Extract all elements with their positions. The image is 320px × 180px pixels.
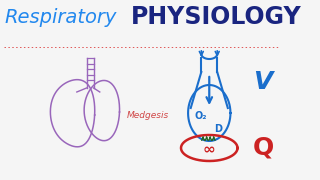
Text: ∞: ∞ <box>203 141 216 156</box>
Text: Q: Q <box>252 136 274 160</box>
Text: Respiratory: Respiratory <box>4 8 117 27</box>
Text: PHYSIOLOGY: PHYSIOLOGY <box>131 5 301 29</box>
Text: V: V <box>253 70 273 94</box>
Text: D: D <box>214 124 222 134</box>
Text: Medgesis: Medgesis <box>127 111 170 120</box>
Text: O₂: O₂ <box>194 111 207 121</box>
